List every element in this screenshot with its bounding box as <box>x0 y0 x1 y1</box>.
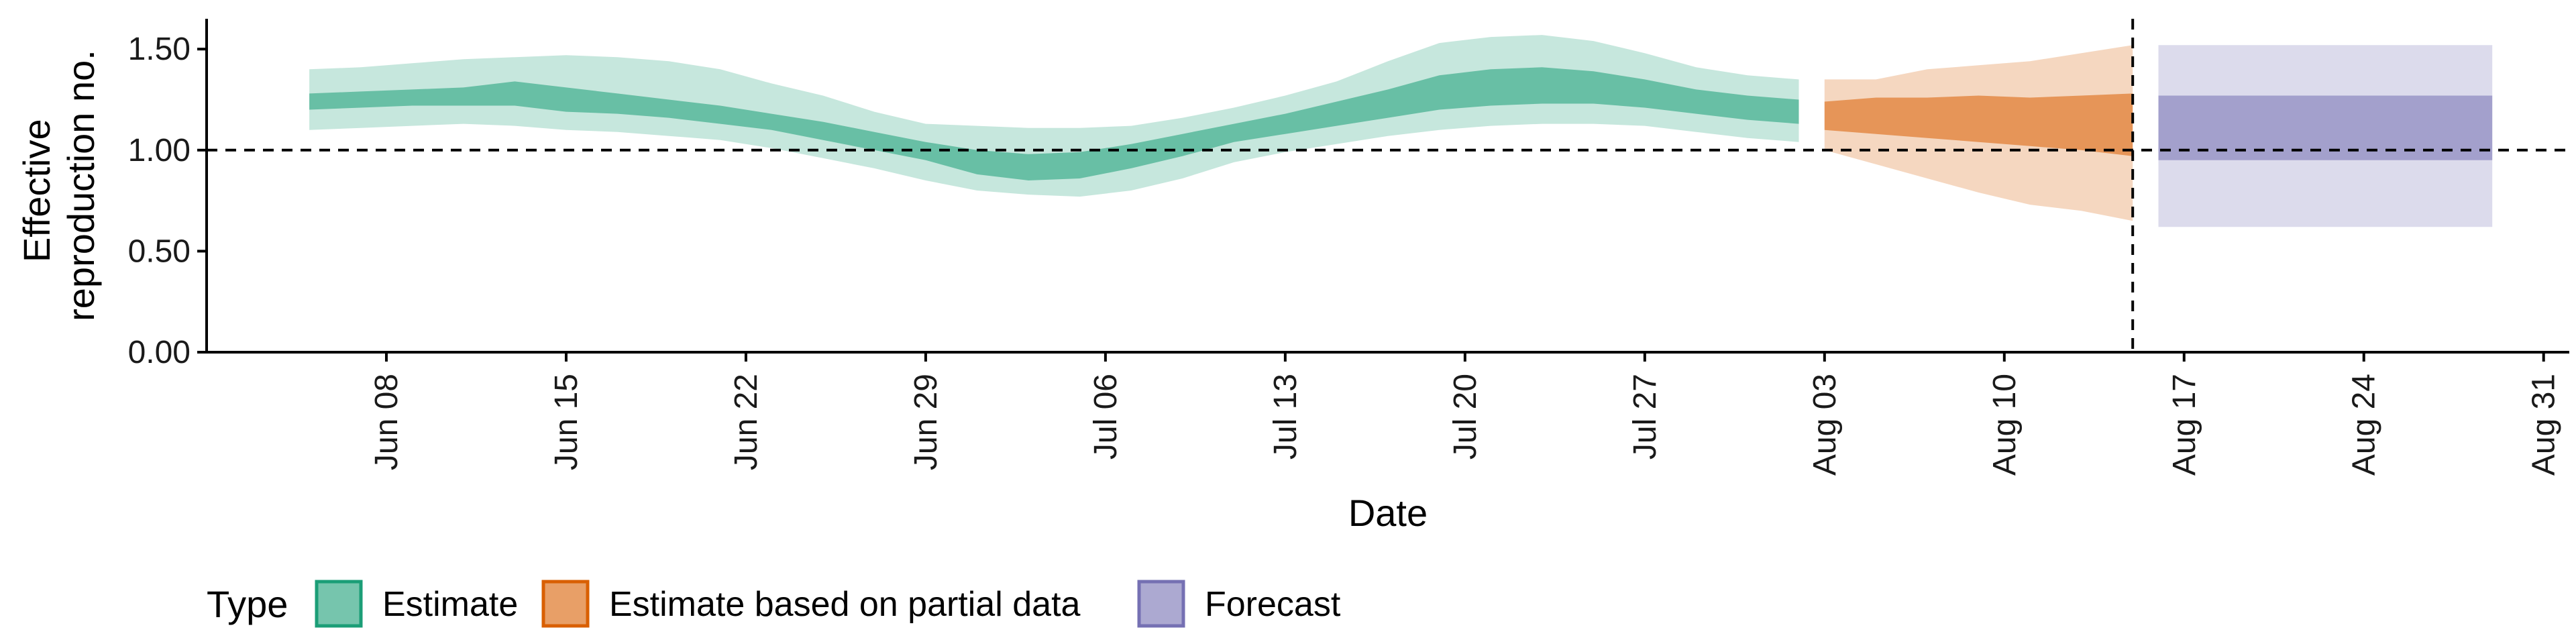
x-tick-label-1: Jun 15 <box>549 374 584 470</box>
x-tick-label-2: Jun 22 <box>729 374 764 470</box>
legend-swatch-0 <box>315 580 363 628</box>
y-axis-title: Effective reproduction no. <box>15 50 102 321</box>
legend-swatch-1 <box>541 580 590 628</box>
legend-title: Type <box>207 583 288 625</box>
band-50-0 <box>309 67 1799 180</box>
x-tick-label-11: Aug 24 <box>2347 374 2382 476</box>
y-tick-label-3: 1.50 <box>128 32 191 67</box>
x-tick-label-5: Jul 13 <box>1268 374 1303 460</box>
axes <box>205 19 2569 354</box>
y-axis-ticks: 0.00 0.50 1.00 1.50 <box>128 32 207 370</box>
x-axis-ticks: Jun 08 Jun 15 Jun 22 Jun 29 Jul 06 Jul 13 Jul … <box>369 352 2562 476</box>
band-50-1 <box>1824 93 2133 156</box>
band-50-2 <box>2158 95 2493 160</box>
legend-swatch-2 <box>1137 580 1185 628</box>
x-tick-label-6: Jul 20 <box>1448 374 1483 460</box>
y-axis-title-line-1: Effective <box>15 119 58 262</box>
x-tick-label-4: Jul 06 <box>1088 374 1124 460</box>
x-tick-label-7: Jul 27 <box>1627 374 1663 460</box>
x-tick-label-10: Aug 17 <box>2167 374 2202 476</box>
x-tick-label-9: Aug 10 <box>1987 374 2023 476</box>
x-tick-label-0: Jun 08 <box>369 374 405 470</box>
legend-label-1: Estimate based on partial data <box>609 585 1081 624</box>
y-tick-label-1: 0.50 <box>128 233 191 269</box>
y-tick-label-0: 0.00 <box>128 335 191 370</box>
x-tick-label-12: Aug 31 <box>2526 374 2562 476</box>
x-tick-label-3: Jun 29 <box>908 374 944 470</box>
y-tick-label-2: 1.00 <box>128 133 191 168</box>
legend: Type Estimate Estimate based on partial d… <box>207 580 1341 628</box>
series-bands <box>309 35 2493 227</box>
x-tick-label-8: Aug 03 <box>1807 374 1843 476</box>
legend-label-0: Estimate <box>382 585 518 624</box>
legend-label-2: Forecast <box>1205 585 1341 624</box>
x-axis-title: Date <box>1348 492 1428 534</box>
band-90-0 <box>309 35 1799 197</box>
y-axis-title-line-2: reproduction no. <box>60 50 102 321</box>
